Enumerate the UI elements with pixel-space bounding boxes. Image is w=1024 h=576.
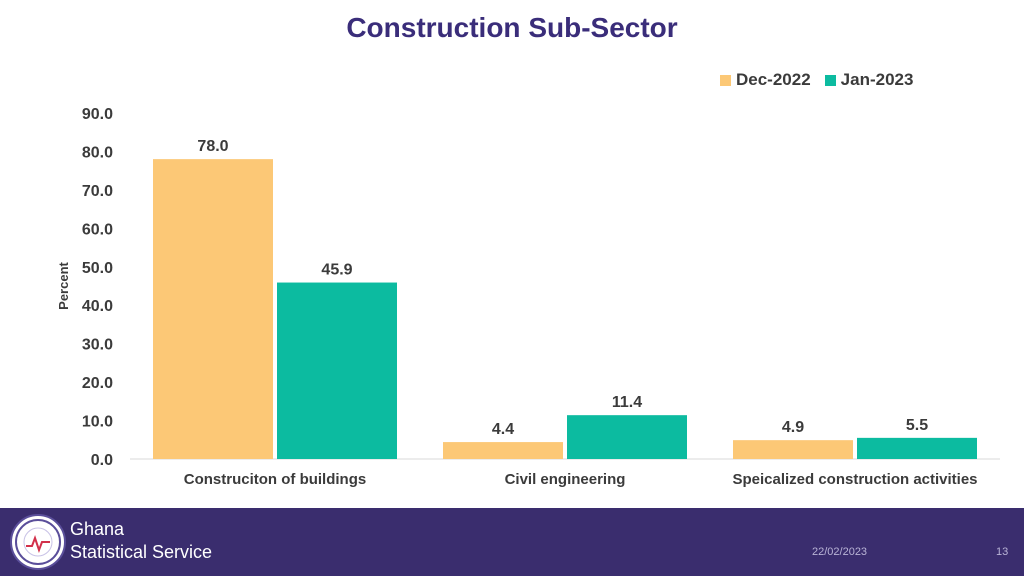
legend-swatch-series-2 [824,74,836,86]
chart-legend: Dec-2022 Jan-2023 [720,70,913,90]
organization-name-line2: Statistical Service [70,542,213,562]
x-category-label: Construciton of buildings [184,471,366,488]
logo-seal-icon [15,519,61,565]
y-axis-title: Percent [56,261,71,309]
legend-item-series-2: Jan-2023 [824,70,914,90]
y-tick-label: 0.0 [91,452,113,469]
y-tick-label: 60.0 [82,221,113,238]
bar-chart: 0.0 10.0 20.0 30.0 40.0 50.0 60.0 70.0 80.0 90.0 P… [56,106,1000,488]
legend-label-series-1: Dec-2022 [736,70,811,89]
data-label: 4.9 [782,419,804,436]
slide-date: 22/02/2023 [812,546,868,558]
legend-swatch-series-1 [720,74,731,86]
y-tick-label: 80.0 [82,144,113,161]
data-label: 4.4 [492,421,514,438]
organization-name: Ghana Statistical Service [70,518,212,564]
data-label: 5.5 [906,417,928,434]
data-label: 11.4 [612,394,642,411]
bar [567,415,687,459]
chart-title: Construction Sub-Sector [346,12,678,43]
y-tick-label: 20.0 [82,375,113,392]
y-tick-label: 40.0 [82,298,113,315]
ghana-statistical-service-logo [10,514,66,570]
bar [857,437,977,459]
y-tick-label: 70.0 [82,183,113,200]
y-tick-label: 90.0 [82,106,113,123]
data-label: 78.0 [197,138,228,155]
y-tick-label: 10.0 [82,414,113,431]
x-category-label: Civil engineering [505,471,626,488]
y-tick-label: 30.0 [82,337,113,354]
bar [733,440,853,459]
bar [153,159,273,459]
bar [277,282,397,459]
x-category-label: Speicalized construction activities [732,471,977,488]
bar [443,442,563,459]
organization-name-line1: Ghana [70,519,125,539]
data-label: 45.9 [321,262,352,279]
footer-bar: Ghana Statistical Service 22/02/2023 13 [0,508,1024,576]
legend-item-series-1: Dec-2022 [720,70,811,90]
slide-number: 13 [996,546,1009,558]
y-tick-label: 50.0 [82,260,113,277]
legend-label-series-2: Jan-2023 [840,70,914,89]
